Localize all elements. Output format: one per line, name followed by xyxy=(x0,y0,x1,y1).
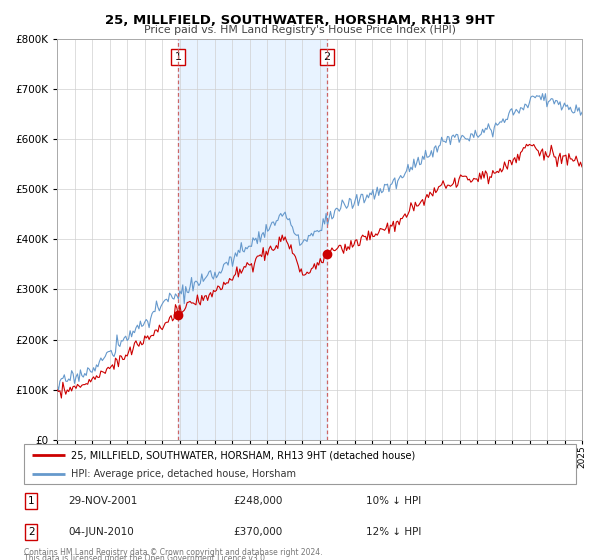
Text: This data is licensed under the Open Government Licence v3.0.: This data is licensed under the Open Gov… xyxy=(24,554,268,560)
Text: 2: 2 xyxy=(323,52,331,62)
Text: 25, MILLFIELD, SOUTHWATER, HORSHAM, RH13 9HT: 25, MILLFIELD, SOUTHWATER, HORSHAM, RH13… xyxy=(105,14,495,27)
Text: 1: 1 xyxy=(28,496,34,506)
Text: 29-NOV-2001: 29-NOV-2001 xyxy=(68,496,137,506)
Text: £248,000: £248,000 xyxy=(234,496,283,506)
Text: 12% ↓ HPI: 12% ↓ HPI xyxy=(366,526,422,536)
Text: 25, MILLFIELD, SOUTHWATER, HORSHAM, RH13 9HT (detached house): 25, MILLFIELD, SOUTHWATER, HORSHAM, RH13… xyxy=(71,450,415,460)
Text: £370,000: £370,000 xyxy=(234,526,283,536)
Text: Price paid vs. HM Land Registry's House Price Index (HPI): Price paid vs. HM Land Registry's House … xyxy=(144,25,456,35)
Text: 04-JUN-2010: 04-JUN-2010 xyxy=(68,526,134,536)
Bar xyxy=(178,39,327,440)
Text: Contains HM Land Registry data © Crown copyright and database right 2024.: Contains HM Land Registry data © Crown c… xyxy=(24,548,323,557)
Text: 2: 2 xyxy=(28,526,34,536)
Text: 10% ↓ HPI: 10% ↓ HPI xyxy=(366,496,421,506)
FancyBboxPatch shape xyxy=(24,444,576,484)
Text: 1: 1 xyxy=(175,52,181,62)
Text: HPI: Average price, detached house, Horsham: HPI: Average price, detached house, Hors… xyxy=(71,469,296,479)
